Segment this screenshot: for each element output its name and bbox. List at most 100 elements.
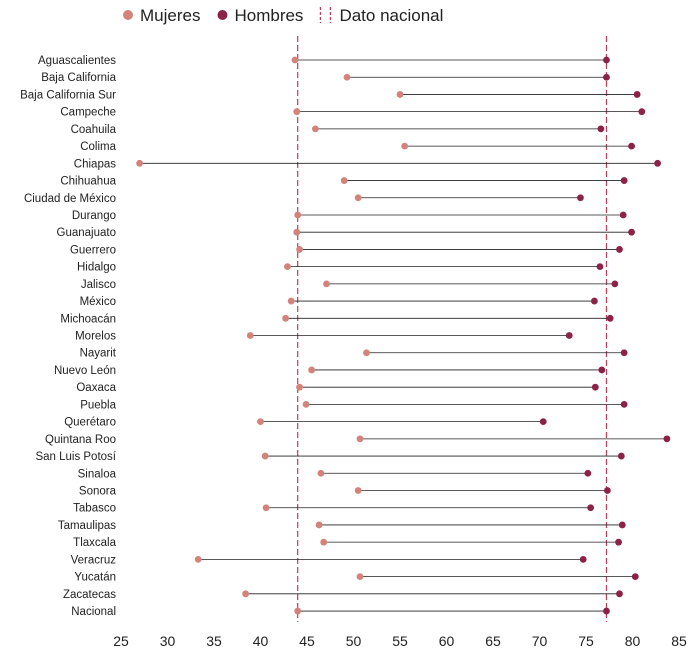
row-yucatan: Yucatán: [74, 572, 639, 584]
x-tick-label-85: 85: [671, 633, 687, 649]
category-label-colima: Colima: [80, 141, 116, 153]
dot-mujeres-zacatecas: [242, 590, 250, 598]
dot-hombres-baja-california: [603, 73, 610, 81]
row-baja-california-sur: Baja California Sur: [20, 89, 641, 101]
row-veracruz: Veracruz: [71, 554, 587, 566]
category-label-yucatan: Yucatán: [74, 572, 116, 584]
dot-hombres-san-luis-potosi: [617, 452, 625, 460]
row-san-luis-potosi: San Luis Potosí: [35, 451, 625, 463]
category-label-nacional: Nacional: [71, 606, 116, 618]
category-label-quintana-roo: Quintana Roo: [45, 434, 116, 446]
row-baja-california: Baja California: [41, 72, 610, 84]
dot-hombres-yucatan: [631, 573, 639, 580]
legend: Mujeres Hombres Dato nacional: [123, 6, 443, 25]
x-tick-label-30: 30: [160, 633, 176, 649]
x-tick-label-65: 65: [485, 633, 501, 649]
legend-label-mujeres: Mujeres: [140, 6, 200, 25]
category-label-mexico: México: [80, 296, 116, 308]
dot-mujeres-baja-california-sur: [396, 91, 404, 98]
dot-mujeres-oaxaca: [296, 383, 303, 391]
dot-hombres-guerrero: [616, 246, 623, 253]
x-tick-label-50: 50: [346, 633, 362, 649]
category-label-queretaro: Querétaro: [64, 417, 116, 429]
dot-mujeres-sonora: [354, 487, 362, 494]
legend-marker-hombres: [217, 10, 228, 20]
category-label-chiapas: Chiapas: [74, 158, 116, 170]
category-label-campeche: Campeche: [60, 107, 116, 119]
dot-hombres-sonora: [603, 487, 611, 494]
dot-mujeres-mexico: [287, 297, 295, 305]
dot-hombres-queretaro: [539, 418, 547, 426]
dot-mujeres-hidalgo: [284, 263, 291, 271]
category-label-sonora: Sonora: [79, 486, 117, 498]
dot-hombres-nayarit: [620, 349, 628, 357]
category-label-guanajuato: Guanajuato: [57, 227, 116, 239]
category-label-baja-california: Baja California: [41, 72, 116, 84]
category-label-veracruz: Veracruz: [71, 554, 117, 566]
row-coahuila: Coahuila: [71, 124, 605, 136]
dot-hombres-chiapas: [654, 159, 662, 167]
row-ciudad-de-mexico: Ciudad de México: [24, 193, 584, 205]
dot-mujeres-colima: [401, 142, 409, 150]
row-puebla: Puebla: [80, 399, 628, 411]
row-chiapas: Chiapas: [74, 158, 662, 170]
row-sonora: Sonora: [79, 486, 611, 498]
x-tick-label-25: 25: [113, 633, 129, 649]
category-label-oaxaca: Oaxaca: [76, 382, 116, 394]
dot-hombres-nacional: [603, 607, 610, 615]
category-label-tamaulipas: Tamaulipas: [58, 520, 116, 532]
dot-mujeres-tabasco: [262, 504, 270, 512]
dot-hombres-baja-california-sur: [633, 91, 641, 98]
category-label-aguascalientes: Aguascalientes: [38, 55, 116, 67]
row-durango: Durango: [72, 210, 627, 222]
row-guerrero: Guerrero: [70, 244, 623, 256]
x-tick-label-80: 80: [625, 633, 641, 649]
dot-mujeres-nacional: [294, 607, 302, 615]
legend-label-hombres: Hombres: [234, 6, 303, 25]
dot-mujeres-campeche: [293, 108, 301, 116]
row-sinaloa: Sinaloa: [78, 468, 592, 480]
dot-hombres-morelos: [565, 332, 573, 339]
category-label-puebla: Puebla: [80, 399, 116, 411]
row-hidalgo: Hidalgo: [77, 262, 604, 274]
dot-hombres-veracruz: [579, 555, 587, 563]
row-nuevo-leon: Nuevo León: [54, 365, 606, 377]
dot-mujeres-quintana-roo: [356, 435, 364, 443]
category-label-jalisco: Jalisco: [81, 279, 116, 291]
dot-mujeres-coahuila: [311, 125, 319, 133]
dot-mujeres-chiapas: [136, 159, 144, 167]
dot-mujeres-tlaxcala: [320, 538, 328, 546]
dot-mujeres-chihuahua: [340, 177, 348, 184]
row-morelos: Morelos: [75, 331, 573, 343]
chart-rows: Aguascalientes Baja California Baja Califo…: [20, 55, 671, 618]
dot-mujeres-guanajuato: [293, 228, 301, 236]
dot-mujeres-durango: [294, 211, 302, 219]
dot-hombres-mexico: [590, 297, 598, 305]
category-label-chihuahua: Chihuahua: [60, 176, 116, 188]
category-label-morelos: Morelos: [75, 331, 116, 343]
dot-hombres-nuevo-leon: [598, 366, 606, 374]
dot-mujeres-aguascalientes: [291, 56, 299, 64]
dot-hombres-coahuila: [597, 125, 605, 133]
category-label-durango: Durango: [72, 210, 116, 222]
dot-mujeres-michoacan: [282, 314, 290, 322]
dot-hombres-ciudad-de-mexico: [577, 194, 584, 202]
dot-hombres-chihuahua: [620, 177, 628, 184]
x-axis: 25 30 35 40 45 50 55 60 65 70 75 80 85: [113, 633, 687, 649]
dot-mujeres-tamaulipas: [315, 521, 323, 529]
row-oaxaca: Oaxaca: [76, 382, 599, 394]
dot-hombres-sinaloa: [584, 469, 592, 477]
dot-hombres-oaxaca: [591, 383, 599, 391]
dot-hombres-michoacan: [606, 314, 614, 322]
category-label-san-luis-potosi: San Luis Potosí: [35, 451, 116, 463]
dot-hombres-quintana-roo: [663, 435, 671, 443]
national-reference-lines: [297, 36, 608, 622]
row-tabasco: Tabasco: [73, 503, 595, 515]
row-queretaro: Querétaro: [64, 417, 547, 429]
x-tick-label-40: 40: [253, 633, 269, 649]
dot-mujeres-veracruz: [194, 555, 202, 563]
x-tick-label-75: 75: [578, 633, 594, 649]
category-label-nuevo-leon: Nuevo León: [54, 365, 116, 377]
dot-hombres-puebla: [620, 401, 628, 408]
